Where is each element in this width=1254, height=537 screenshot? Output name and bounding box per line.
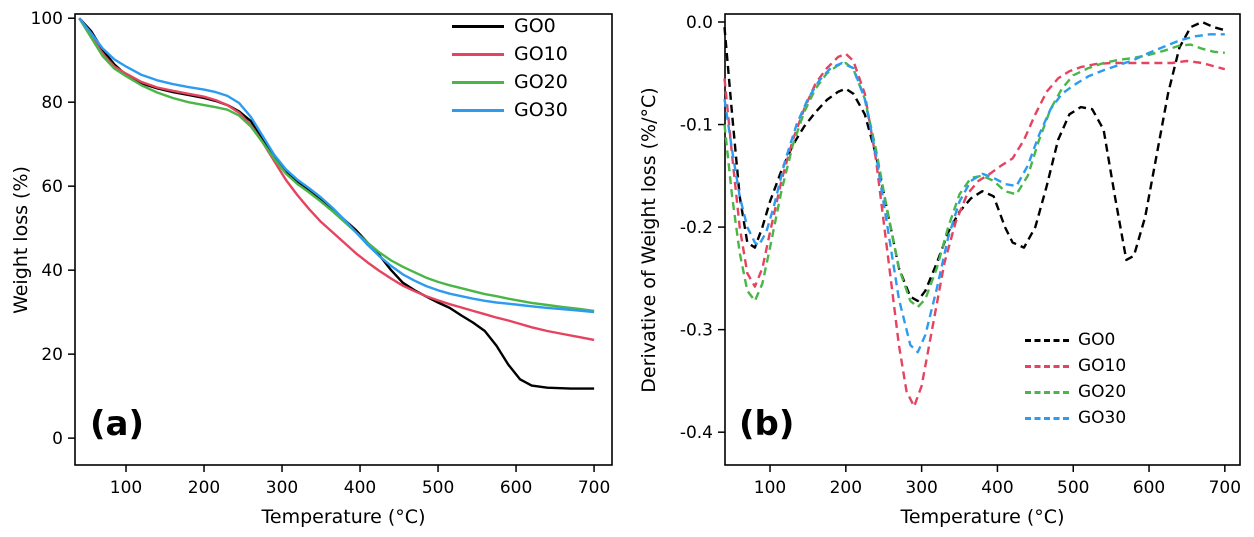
legend-item-go0: GO0: [1025, 330, 1126, 351]
x-tick-label: 700: [578, 478, 610, 498]
legend-item-go10: GO10: [452, 44, 568, 65]
y-tick-label: 20: [41, 345, 63, 365]
y-tick-label: 60: [41, 177, 63, 197]
series-line-go20: [78, 17, 595, 313]
legend-swatch-go10: [1025, 365, 1069, 368]
y-tick-label: -0.3: [680, 321, 713, 341]
legend-label-go0: GO0: [1078, 330, 1116, 350]
chart-b-x-axis-title: Temperature (°C): [900, 506, 1065, 528]
legend-swatch-go20: [452, 81, 504, 84]
y-tick-label: -0.1: [680, 116, 713, 136]
x-tick-label: 600: [1133, 478, 1165, 498]
legend-item-go10: GO10: [1025, 356, 1126, 377]
legend-swatch-go0: [1025, 339, 1069, 342]
x-tick-label: 300: [905, 478, 937, 498]
legend-item-go30: GO30: [1025, 408, 1126, 429]
series-line-go30: [78, 17, 595, 314]
y-tick-label: 0: [52, 429, 63, 449]
y-tick-label: -0.2: [680, 218, 713, 238]
series-line-go10: [78, 17, 595, 342]
x-tick-label: 400: [344, 478, 376, 498]
y-tick-label: 100: [31, 9, 63, 29]
legend-swatch-go20: [1025, 391, 1069, 394]
legend-item-go20: GO20: [452, 72, 568, 93]
panel-a-label: (a): [90, 404, 145, 444]
series-line-go20: [723, 43, 1225, 309]
x-tick-label: 300: [266, 478, 298, 498]
x-tick-label: 500: [422, 478, 454, 498]
series-line-go0: [723, 20, 1226, 303]
plot-box: [724, 13, 1241, 466]
legend-item-go0: GO0: [452, 16, 568, 37]
x-tick-label: 400: [981, 478, 1013, 498]
chart-a-x-axis-title: Temperature (°C): [261, 506, 426, 528]
y-tick-label: 40: [41, 261, 63, 281]
legend-label-go10: GO10: [514, 43, 568, 65]
panel-b-label: (b): [739, 404, 795, 444]
x-tick-label: 100: [110, 478, 142, 498]
legend-label-go20: GO20: [514, 71, 568, 93]
legend-label-go0: GO0: [514, 15, 556, 37]
chart-b-y-axis-title: Derivative of Weight loss (%/°C): [638, 87, 660, 393]
y-tick-label: 80: [41, 93, 63, 113]
legend-swatch-go30: [452, 109, 504, 112]
x-tick-label: 200: [830, 478, 862, 498]
series-line-go30: [723, 33, 1225, 354]
plot-box: [74, 13, 613, 466]
y-tick-label: -0.4: [680, 423, 713, 443]
x-tick-label: 600: [500, 478, 532, 498]
x-tick-label: 500: [1057, 478, 1089, 498]
legend-label-go20: GO20: [1078, 382, 1127, 402]
x-tick-label: 100: [754, 478, 786, 498]
panel-a: 100 200 300 400 500 600 700 0 20 40 60 80 100 Weight…: [10, 9, 613, 528]
legend-item-go30: GO30: [452, 100, 568, 121]
chart-a-canvas: 100 200 300 400 500 600 700 0 20 40 60 80 100: [31, 9, 613, 498]
legend-swatch-go0: [452, 25, 504, 28]
y-tick-label: 0.0: [686, 13, 713, 33]
chart-a-y-axis-title: Weight loss (%): [10, 166, 32, 314]
chart-a-legend: GO0 GO10 GO20 GO30: [452, 16, 568, 121]
legend-swatch-go30: [1025, 417, 1069, 420]
legend-label-go10: GO10: [1078, 356, 1127, 376]
legend-label-go30: GO30: [1078, 408, 1127, 428]
x-tick-label: 200: [188, 478, 220, 498]
legend-item-go20: GO20: [1025, 382, 1126, 403]
legend-swatch-go10: [452, 53, 504, 56]
panel-b: 100 200 300 400 500 600 700 0.0 -0.1 -0.2 -0.3 -0.4…: [627, 0, 1254, 537]
legend-label-go30: GO30: [514, 99, 568, 121]
chart-b-legend: GO0 GO10 GO20 GO30: [1025, 330, 1126, 429]
x-tick-label: 700: [1209, 478, 1241, 498]
series-line-go10: [723, 52, 1226, 408]
chart-b-canvas: 100 200 300 400 500 600 700 0.0 -0.1 -0.2 -0.3 -0.4: [680, 13, 1241, 498]
